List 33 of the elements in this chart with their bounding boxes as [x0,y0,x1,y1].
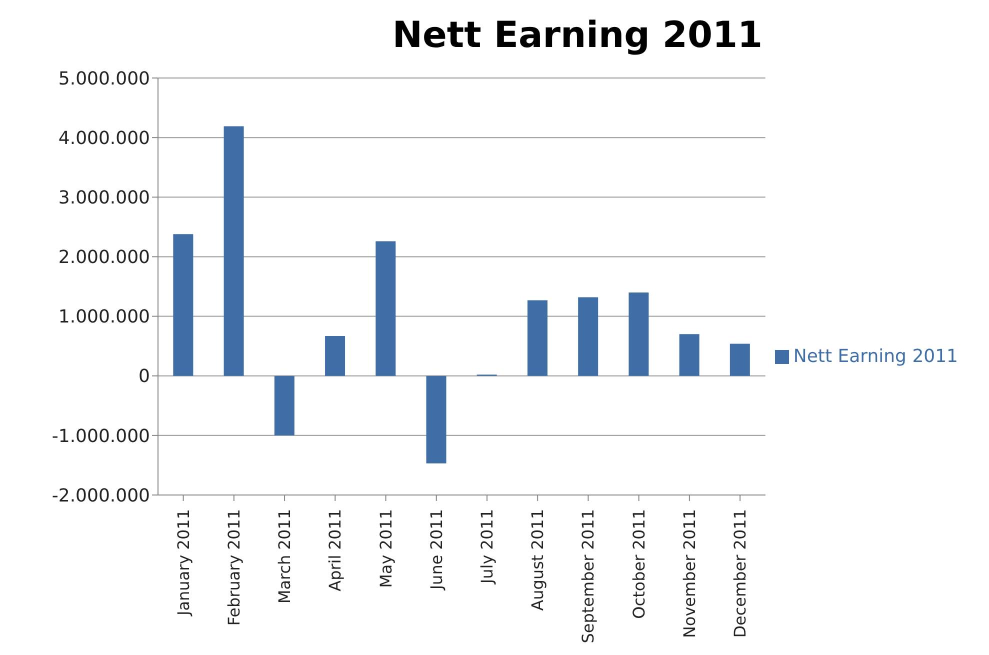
y-tick-label: 5.000.000 [58,68,150,90]
bar [578,297,598,376]
bar [224,126,244,376]
x-tick-label: February 2011 [224,509,244,626]
x-tick-label: March 2011 [275,509,294,604]
bar [426,376,446,464]
y-tick-label: 1.000.000 [58,306,150,328]
y-tick-label: 0 [138,366,150,388]
x-tick-label: June 2011 [426,509,446,591]
bar [628,292,649,376]
x-tick-label: May 2011 [376,509,396,588]
x-tick-label: August 2011 [528,509,548,611]
y-tick-label: 4.000.000 [58,128,150,149]
bar [274,376,294,436]
x-tick-label: January 2011 [174,509,193,616]
bar [679,334,700,376]
y-tick-label: -1.000.000 [52,426,150,447]
y-tick-label: 2.000.000 [58,247,150,268]
y-tick-label: -2.000.000 [52,485,150,506]
bar [730,344,750,376]
x-tick-label: April 2011 [326,509,345,592]
bar [173,234,194,376]
x-tick-label: September 2011 [578,509,598,644]
x-tick-label: July 2011 [477,509,496,585]
x-tick-label: December 2011 [730,509,750,638]
legend-label: Nett Earning 2011 [793,346,958,367]
bar [325,336,346,376]
x-tick-label: October 2011 [629,509,648,619]
x-tick-label: November 2011 [680,509,699,638]
y-tick-label: 3.000.000 [58,188,150,209]
chart-title: Nett Earning 2011 [391,14,764,58]
bar [527,300,548,376]
bar [376,241,396,376]
